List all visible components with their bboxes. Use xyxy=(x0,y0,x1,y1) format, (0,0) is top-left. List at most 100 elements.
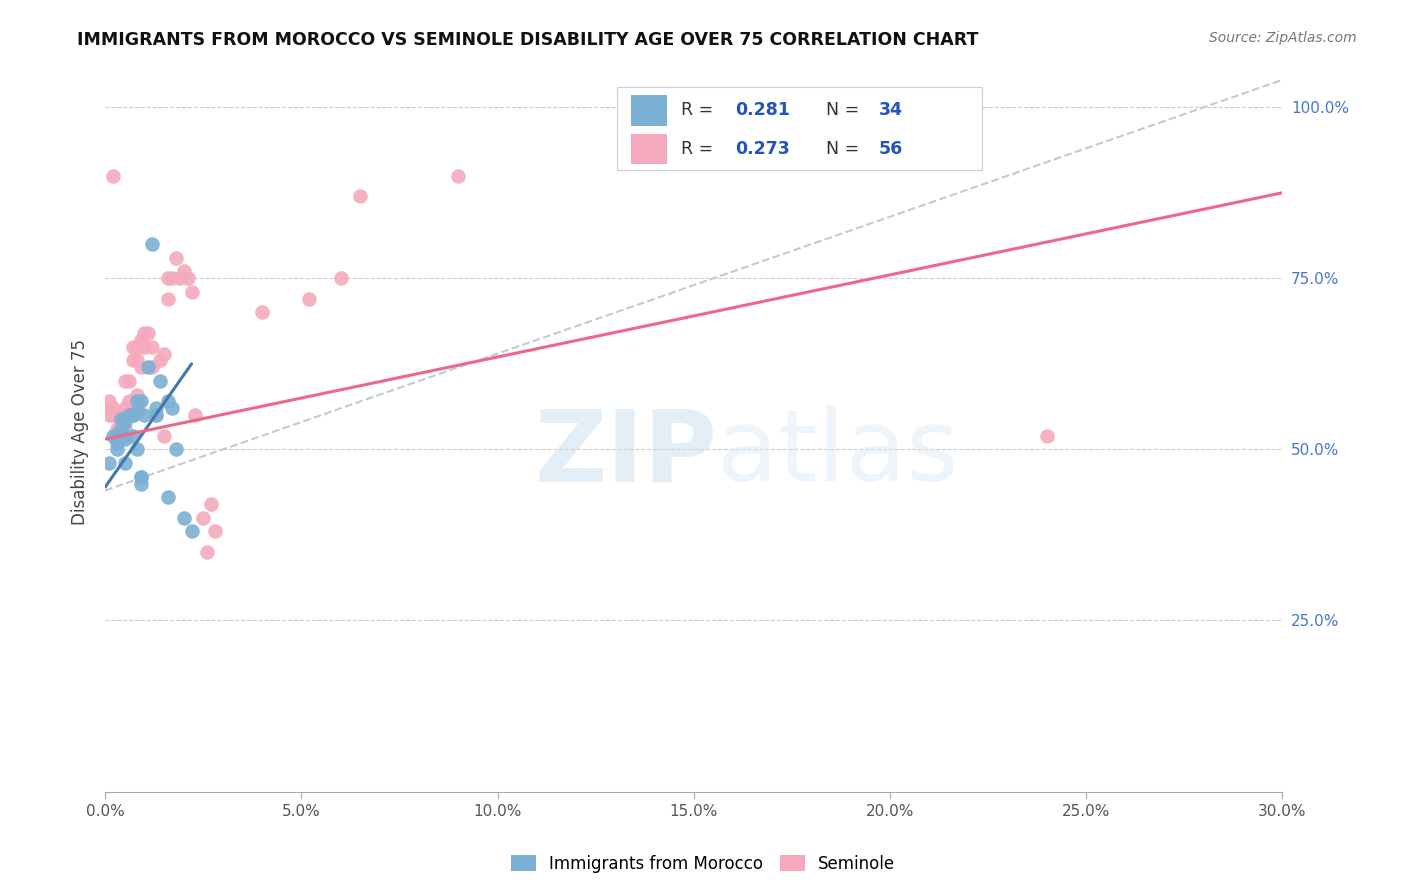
Point xyxy=(165,442,187,457)
Text: 0.281: 0.281 xyxy=(735,102,790,120)
Point xyxy=(110,422,132,436)
Text: R =: R = xyxy=(681,102,718,120)
Point xyxy=(114,374,136,388)
Point xyxy=(129,469,152,483)
Point xyxy=(125,353,148,368)
Point xyxy=(145,401,167,416)
Point xyxy=(105,428,128,442)
Point xyxy=(114,401,136,416)
Point xyxy=(298,292,321,306)
Text: 0.273: 0.273 xyxy=(735,140,790,158)
Point xyxy=(118,394,141,409)
Point xyxy=(447,169,470,183)
Point xyxy=(105,428,128,442)
Point xyxy=(1036,428,1059,442)
Point xyxy=(129,476,152,491)
Point xyxy=(114,415,136,429)
Bar xyxy=(631,134,666,164)
Point xyxy=(173,510,195,524)
Point xyxy=(141,340,163,354)
Point xyxy=(156,394,179,409)
Point xyxy=(169,271,191,285)
Point xyxy=(193,510,215,524)
Point xyxy=(98,408,121,422)
Text: atlas: atlas xyxy=(717,405,959,502)
Point xyxy=(125,394,148,409)
Point xyxy=(153,346,176,360)
Point xyxy=(114,432,136,446)
Point xyxy=(145,408,167,422)
Point xyxy=(134,326,156,340)
Point xyxy=(101,408,124,422)
Text: 34: 34 xyxy=(879,102,903,120)
Point xyxy=(138,326,160,340)
Point xyxy=(110,418,132,433)
Text: N =: N = xyxy=(825,102,865,120)
Point xyxy=(195,545,218,559)
Point xyxy=(141,360,163,375)
Point xyxy=(118,374,141,388)
Point xyxy=(156,490,179,504)
Bar xyxy=(631,95,666,126)
Point xyxy=(114,428,136,442)
Point xyxy=(125,405,148,419)
Point xyxy=(156,271,179,285)
Point xyxy=(105,428,128,442)
Point xyxy=(329,271,352,285)
Point xyxy=(105,435,128,450)
Point xyxy=(180,524,202,539)
Point xyxy=(101,428,124,442)
Point xyxy=(176,271,198,285)
Point xyxy=(173,264,195,278)
Point xyxy=(160,401,183,416)
Point xyxy=(98,456,121,470)
Point xyxy=(98,401,121,416)
Point xyxy=(105,425,128,440)
Point xyxy=(105,442,128,457)
Point xyxy=(160,271,183,285)
Point xyxy=(145,408,167,422)
Point xyxy=(110,411,132,425)
Point xyxy=(165,251,187,265)
Point xyxy=(114,422,136,436)
Text: ZIP: ZIP xyxy=(534,405,717,502)
Point xyxy=(149,374,172,388)
Point xyxy=(149,353,172,368)
Point xyxy=(153,428,176,442)
Point xyxy=(204,524,226,539)
Point xyxy=(134,340,156,354)
Point xyxy=(110,422,132,436)
Point xyxy=(98,394,121,409)
Point xyxy=(118,408,141,422)
Point xyxy=(180,285,202,299)
FancyBboxPatch shape xyxy=(617,87,983,170)
Point xyxy=(129,469,152,483)
Text: Source: ZipAtlas.com: Source: ZipAtlas.com xyxy=(1209,31,1357,45)
Point xyxy=(125,442,148,457)
Point xyxy=(101,169,124,183)
Text: IMMIGRANTS FROM MOROCCO VS SEMINOLE DISABILITY AGE OVER 75 CORRELATION CHART: IMMIGRANTS FROM MOROCCO VS SEMINOLE DISA… xyxy=(77,31,979,49)
Point xyxy=(101,401,124,416)
Point xyxy=(138,360,160,375)
Point xyxy=(184,408,207,422)
Point xyxy=(141,237,163,252)
Point xyxy=(105,422,128,436)
Point xyxy=(121,353,143,368)
Point xyxy=(200,497,222,511)
Point xyxy=(134,408,156,422)
Point xyxy=(105,432,128,446)
Point xyxy=(250,305,273,319)
Text: N =: N = xyxy=(825,140,865,158)
Point xyxy=(156,292,179,306)
Legend: Immigrants from Morocco, Seminole: Immigrants from Morocco, Seminole xyxy=(505,848,901,880)
Text: 56: 56 xyxy=(879,140,903,158)
Point xyxy=(129,394,152,409)
Point xyxy=(110,408,132,422)
Y-axis label: Disability Age Over 75: Disability Age Over 75 xyxy=(72,339,89,525)
Point xyxy=(129,360,152,375)
Point xyxy=(121,408,143,422)
Point xyxy=(121,408,143,422)
Point xyxy=(121,428,143,442)
Point xyxy=(129,333,152,347)
Point xyxy=(114,456,136,470)
